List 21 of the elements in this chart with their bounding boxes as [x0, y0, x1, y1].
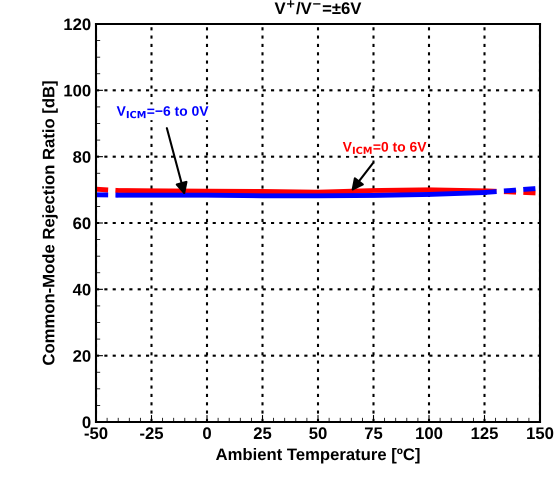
- y-tick-label: 0: [82, 416, 90, 428]
- y-tick-label: 20: [73, 350, 90, 362]
- chart-title: V$^{+}$/V$^{−}$=±6V: [274, 0, 362, 14]
- annotation: V$_{ICM}$=0 to 6V: [342, 142, 426, 154]
- annotation: V$_{ICM}$=−6 to 0V: [116, 106, 208, 118]
- x-tick-label: 50: [309, 427, 327, 440]
- x-tick-label: 75: [364, 427, 382, 440]
- y-tick-label: 40: [72, 284, 90, 296]
- x-tick-label: 125: [472, 427, 498, 440]
- y-tick-label: 120: [64, 18, 90, 30]
- y-tick-label: 80: [73, 151, 90, 163]
- y-tick-label: 60: [73, 217, 90, 230]
- x-tick-label: -50: [84, 427, 108, 440]
- y-axis-title: Common-Mode Rejection Ratio [dB]: [42, 81, 58, 365]
- x-tick-label: 0: [203, 427, 211, 440]
- x-tick-label: -25: [140, 427, 164, 440]
- y-tick-label: 100: [64, 84, 90, 97]
- x-tick-label: 150: [527, 427, 554, 440]
- x-tick-label: 25: [254, 427, 272, 440]
- x-axis-title: Ambient Temperature [ºC]: [216, 448, 420, 464]
- x-tick-label: 100: [416, 427, 442, 440]
